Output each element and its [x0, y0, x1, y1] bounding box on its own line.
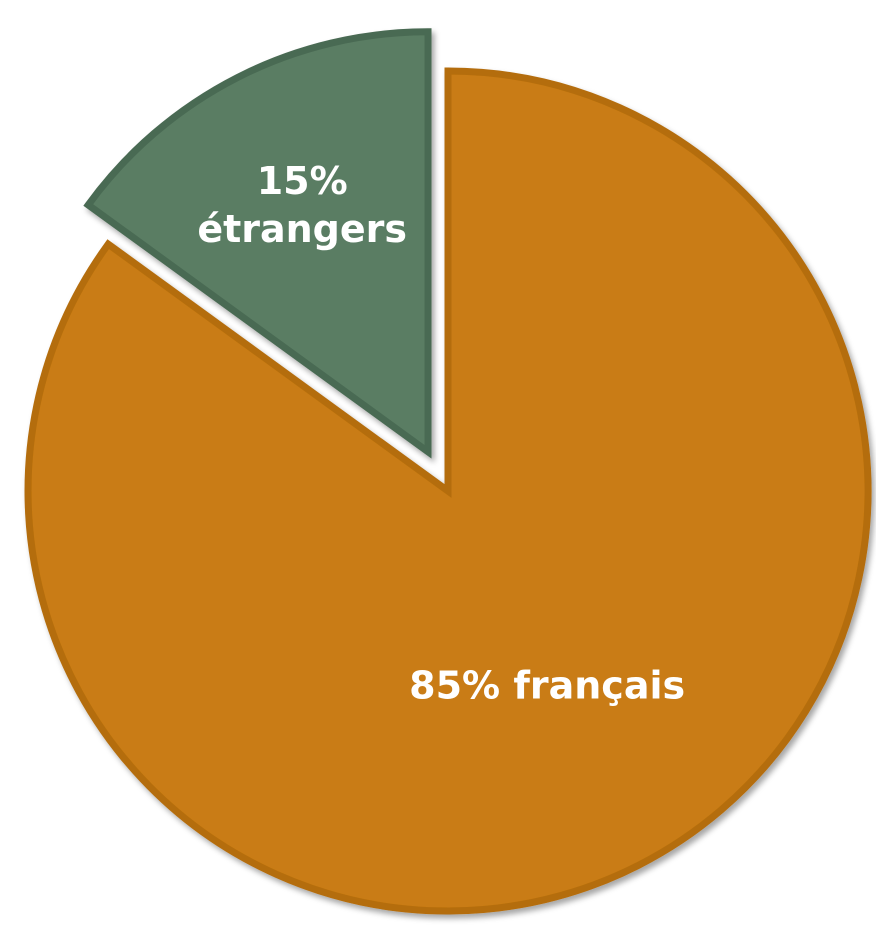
pie-slice-label-line: 85% français — [409, 664, 685, 708]
pie-slice-label-etrangers: 15% étrangers — [197, 159, 407, 251]
pie-slice-label-line: 15% — [257, 159, 348, 203]
pie-slice-francais — [24, 67, 872, 915]
pie-slice-etrangers — [83, 28, 432, 459]
pie-slice-label-line: étrangers — [197, 207, 407, 251]
pie-slice-label-francais: 85% français — [409, 664, 685, 708]
